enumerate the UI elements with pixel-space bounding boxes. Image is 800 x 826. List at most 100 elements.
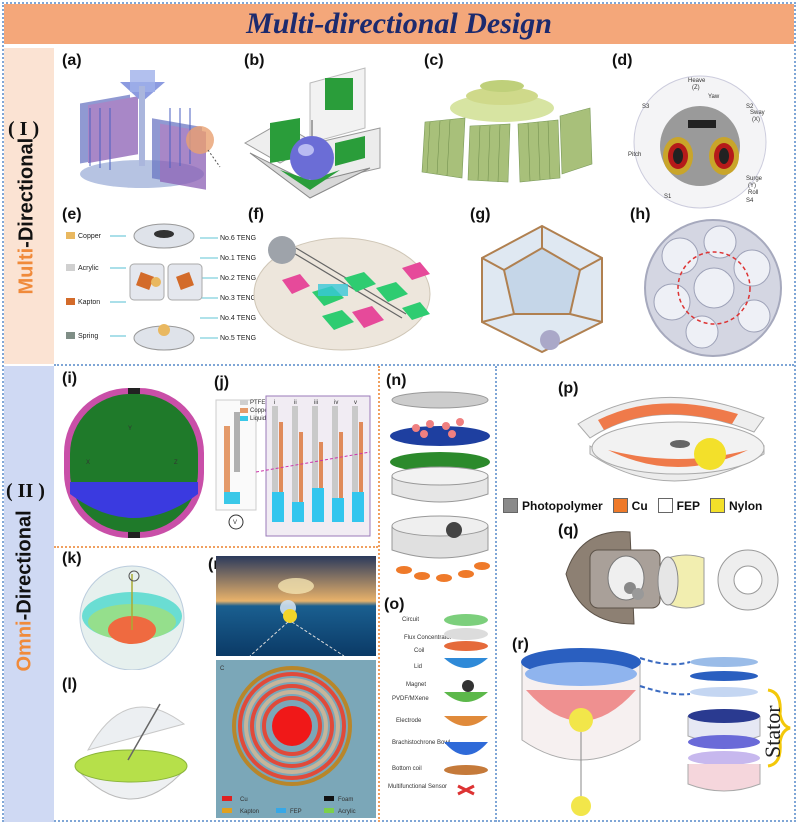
panel-f-image [253, 236, 431, 351]
sway-axis-label: (X) [752, 117, 760, 123]
panel-m-image [216, 556, 376, 656]
pitch-label: Pitch [628, 152, 641, 158]
legend-kapton: Kapton [240, 809, 259, 815]
panel-m-sublabel: C [220, 666, 225, 672]
panel-d-label: (d) [612, 52, 633, 69]
stator-label: Stator [760, 705, 785, 758]
stage-iii: iii [314, 400, 318, 406]
swatch-cu [612, 498, 628, 513]
roll-label: Roll [748, 190, 758, 196]
section1-roman: ( I ) [8, 118, 40, 140]
svg-text:Z: Z [174, 460, 178, 466]
layer-flux: Flux Concentrator [404, 635, 452, 641]
layer-magnet: Magnet [406, 682, 426, 688]
stage-ii: ii [294, 400, 297, 406]
panel-n-label: (n) [386, 372, 407, 389]
panel-l-label: (l) [62, 676, 78, 693]
panel-q-image [565, 531, 779, 625]
section2-sidebar [4, 366, 54, 822]
stage-v: v [354, 400, 357, 406]
panel-a-image [80, 70, 221, 190]
yaw-label: Yaw [708, 94, 720, 100]
panel-k-label: (k) [62, 550, 82, 567]
left-block-divider [54, 546, 378, 548]
legend-nylon: Nylon [729, 498, 763, 513]
material-acrylic: Acrylic [78, 265, 99, 272]
panel-r-label: (r) [512, 636, 529, 653]
panel-p-image [577, 396, 765, 482]
stage-i: i [274, 400, 275, 406]
panel-a-label: (a) [62, 52, 82, 69]
panel-o-label: (o) [384, 596, 405, 613]
section2-label: Omni-Directional [13, 510, 37, 672]
panel-b-image [243, 67, 381, 199]
panel-e-label: (e) [62, 206, 82, 223]
layer-coil: Coil [414, 648, 424, 654]
teng-3: No.3 TENG [220, 295, 256, 302]
panel-c-image [421, 80, 593, 183]
teng-2: No.2 TENG [220, 275, 256, 282]
panel-p-label: (p) [558, 380, 579, 397]
material-copper: Copper [78, 233, 102, 240]
section1-label: Multi-Directional [15, 138, 39, 295]
legend-foam: Foam [338, 797, 353, 803]
panel-e-image: Copper Acrylic Kapton Spring No.6 TENG N… [66, 223, 256, 351]
s2-label: S2 [746, 104, 754, 110]
s4-label: S4 [746, 198, 754, 204]
swatch-nylon [710, 498, 726, 513]
title-banner: Multi-directional Design [4, 4, 794, 44]
panel-l-image [74, 703, 188, 800]
panel-q-label: (q) [558, 522, 579, 539]
panel-d-image: Heave (Z) Yaw Sway (X) Pitch Surge (Y) R… [628, 75, 767, 209]
s1-label: S1 [664, 194, 672, 200]
section2-rest: -Directional [13, 510, 36, 621]
legend-ptfe: PTFE [250, 400, 265, 406]
section2-accent: Omni [13, 620, 36, 672]
heave-label: Heave [688, 78, 706, 84]
svg-text:Y: Y [128, 426, 132, 432]
section1-accent: Multi [15, 247, 38, 295]
surge-label: Surge [746, 176, 763, 182]
teng-4: No.4 TENG [220, 315, 256, 322]
section1-sidebar [4, 48, 54, 364]
teng-6: No.6 TENG [220, 235, 256, 242]
legend-cu: Cu [240, 797, 248, 803]
panel-h-label: (h) [630, 206, 651, 223]
swatch-photopolymer [503, 498, 518, 513]
legend-copper: Copper [250, 408, 270, 414]
layer-bottom-coil: Bottom coil [392, 766, 422, 772]
mid-column-divider [378, 366, 380, 822]
legend-photopolymer: Photopolymer [522, 498, 603, 513]
layer-lid: Lid [414, 664, 422, 670]
panel-i-label: (i) [62, 370, 78, 387]
layer-electrode: Electrode [396, 718, 422, 724]
s3-label: S3 [642, 104, 650, 110]
legend-p-fep: FEP [676, 498, 701, 513]
layer-pvdf: PVDF/MXene [392, 696, 429, 702]
panel-i-image: Y X Z [64, 388, 204, 538]
panel-j-image: V PTFE Copper Liquid i ii iii iv v [215, 395, 371, 537]
panel-c-label: (c) [424, 52, 444, 69]
teng-1: No.1 TENG [220, 255, 256, 262]
legend-p-cu: Cu [631, 498, 648, 513]
material-spring: Spring [78, 333, 98, 340]
section2-roman: ( II ) [6, 480, 45, 502]
panel-h-image [644, 219, 782, 357]
legend-acrylic: Acrylic [338, 809, 356, 815]
panel-p-legend: Photopolymer Cu FEP Nylon [497, 498, 762, 513]
panel-n-image [390, 391, 490, 582]
panel-b-label: (b) [244, 52, 265, 69]
teng-5: No.5 TENG [220, 335, 256, 342]
layer-bowl: Brachistochrone Bowl [392, 740, 450, 746]
figure-title: Multi-directional Design [246, 7, 552, 40]
layer-sensor: Multifunctional Sensor [388, 784, 447, 790]
panel-k-image [79, 565, 185, 670]
panel-g-image [481, 224, 603, 354]
legend-fep: FEP [290, 809, 302, 815]
right-column-divider [495, 366, 497, 822]
heave-axis-label: (Z) [692, 85, 700, 91]
layer-circuit: Circuit [402, 617, 419, 623]
section-divider [54, 364, 794, 366]
swatch-fep [657, 498, 673, 513]
legend-liquid: Liquid [250, 416, 266, 422]
